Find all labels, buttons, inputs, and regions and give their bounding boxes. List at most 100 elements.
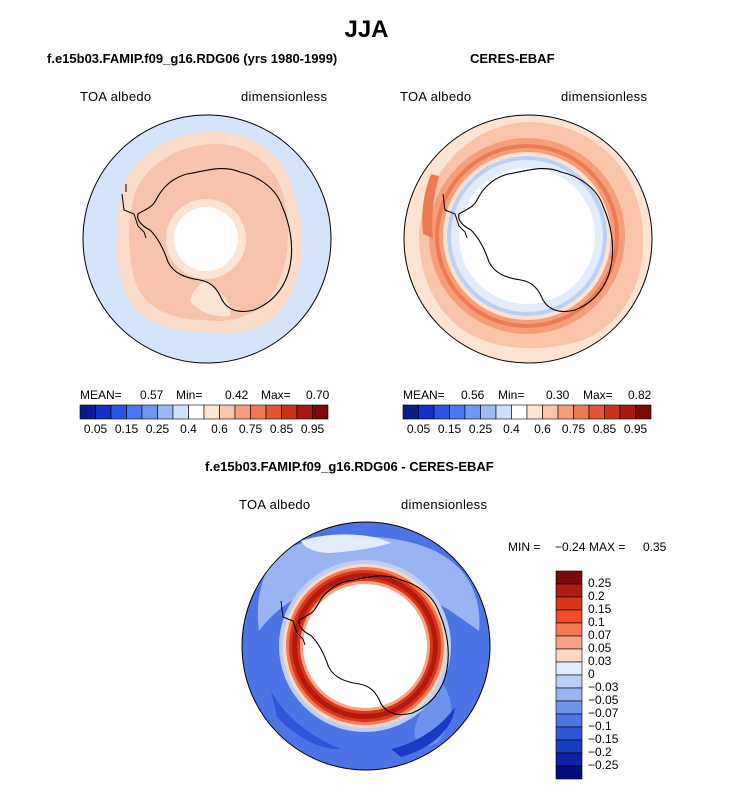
colorbar-swatch [555, 726, 583, 741]
colorbar-swatch [480, 404, 497, 420]
panel1-polar-map [82, 114, 332, 364]
colorbar-tick-label: 0.75 [561, 422, 586, 436]
panel1-units: dimensionless [241, 89, 328, 104]
colorbar-tick-label: 0.15 [588, 602, 612, 616]
colorbar-tick-label: 0.03 [588, 654, 612, 668]
main-title: JJA [344, 16, 389, 43]
colorbar-tick-label: 0.95 [300, 422, 325, 436]
colorbar-swatch [555, 752, 583, 767]
colorbar-swatch [555, 622, 583, 637]
panel2-min-value: 0.30 [546, 388, 570, 402]
colorbar-swatch [281, 404, 298, 420]
colorbar-swatch [555, 713, 583, 728]
panel2-max-label: Max= [583, 388, 613, 402]
colorbar-tick-label: 0.25 [145, 422, 170, 436]
panel3-title: f.e15b03.FAMIP.f09_g16.RDG06 - CERES-EBA… [205, 459, 494, 474]
colorbar-swatch [250, 404, 267, 420]
panel1-min-label: Min= [176, 388, 203, 402]
colorbar-swatch [619, 404, 636, 420]
colorbar-tick-label: 0.05 [406, 422, 431, 436]
panel3-polar-map [241, 521, 491, 771]
panel2-colorbar [402, 404, 652, 420]
colorbar-swatch [555, 648, 583, 663]
colorbar-swatch [265, 404, 282, 420]
colorbar-swatch [604, 404, 621, 420]
colorbar-tick-label: 0.85 [592, 422, 617, 436]
colorbar-swatch [141, 404, 158, 420]
colorbar-tick-label: 0.15 [114, 422, 139, 436]
colorbar-swatch [402, 404, 419, 420]
panel3-min-label: MIN = [508, 540, 541, 554]
panel3-max-label: MAX = [589, 540, 626, 554]
panel2-mean-value: 0.56 [461, 388, 485, 402]
colorbar-tick-label: −0.05 [588, 693, 619, 707]
colorbar-tick-label: 0.05 [588, 641, 612, 655]
colorbar-swatch [555, 635, 583, 650]
colorbar-tick-label: 0.6 [211, 422, 228, 436]
colorbar-tick-label: 0.4 [180, 422, 197, 436]
colorbar-swatch [79, 404, 96, 420]
colorbar-tick-label: 0.6 [534, 422, 551, 436]
colorbar-swatch [542, 404, 559, 420]
panel2-title: CERES-EBAF [470, 51, 555, 66]
panel3-min-value: −0.24 [555, 540, 586, 554]
colorbar-swatch [635, 404, 652, 420]
panel1-min-value: 0.42 [225, 388, 249, 402]
colorbar-tick-label: 0.75 [238, 422, 263, 436]
colorbar-tick-label: 0.05 [83, 422, 108, 436]
panel1-max-value: 0.70 [306, 388, 330, 402]
colorbar-swatch [203, 404, 220, 420]
panel1-mean-label: MEAN= [80, 388, 122, 402]
colorbar-tick-label: 0.25 [588, 576, 612, 590]
colorbar-swatch [495, 404, 512, 420]
colorbar-swatch [126, 404, 143, 420]
colorbar-swatch [418, 404, 435, 420]
colorbar-swatch [573, 404, 590, 420]
colorbar-swatch [555, 700, 583, 715]
colorbar-swatch [555, 583, 583, 598]
colorbar-tick-label: 0.85 [269, 422, 294, 436]
colorbar-swatch [555, 687, 583, 702]
colorbar-swatch [555, 596, 583, 611]
panel2-units: dimensionless [561, 89, 648, 104]
colorbar-swatch [188, 404, 205, 420]
colorbar-swatch [526, 404, 543, 420]
colorbar-swatch [555, 739, 583, 754]
colorbar-tick-label: −0.07 [588, 706, 619, 720]
colorbar-swatch [157, 404, 174, 420]
colorbar-swatch [296, 404, 313, 420]
panel3-colorbar [555, 570, 583, 780]
colorbar-tick-label: −0.2 [588, 745, 612, 759]
panel1-colorbar [79, 404, 329, 420]
colorbar-swatch [555, 609, 583, 624]
panel2-variable: TOA albedo [400, 89, 472, 104]
panel1-variable: TOA albedo [80, 89, 152, 104]
panel1-mean-value: 0.57 [140, 388, 164, 402]
colorbar-swatch [234, 404, 251, 420]
colorbar-swatch [555, 570, 583, 585]
colorbar-swatch [110, 404, 127, 420]
colorbar-swatch [555, 661, 583, 676]
colorbar-swatch [433, 404, 450, 420]
panel3-variable: TOA albedo [239, 497, 311, 512]
colorbar-swatch [219, 404, 236, 420]
panel1-title: f.e15b03.FAMIP.f09_g16.RDG06 (yrs 1980-1… [47, 51, 338, 66]
colorbar-tick-label: 0.07 [588, 628, 612, 642]
colorbar-swatch [95, 404, 112, 420]
colorbar-swatch [555, 674, 583, 689]
panel2-max-value: 0.82 [628, 388, 652, 402]
colorbar-tick-label: 0 [588, 667, 595, 681]
colorbar-swatch [464, 404, 481, 420]
colorbar-swatch [588, 404, 605, 420]
colorbar-tick-label: 0.15 [437, 422, 462, 436]
panel3-units: dimensionless [401, 497, 488, 512]
panel2-min-label: Min= [498, 388, 525, 402]
colorbar-swatch [555, 765, 583, 780]
panel2-polar-map [403, 114, 653, 364]
colorbar-swatch [557, 404, 574, 420]
colorbar-tick-label: −0.03 [588, 680, 619, 694]
colorbar-tick-label: 0.95 [623, 422, 648, 436]
colorbar-tick-label: 0.4 [503, 422, 520, 436]
panel2-mean-label: MEAN= [403, 388, 445, 402]
colorbar-tick-label: −0.15 [588, 732, 619, 746]
